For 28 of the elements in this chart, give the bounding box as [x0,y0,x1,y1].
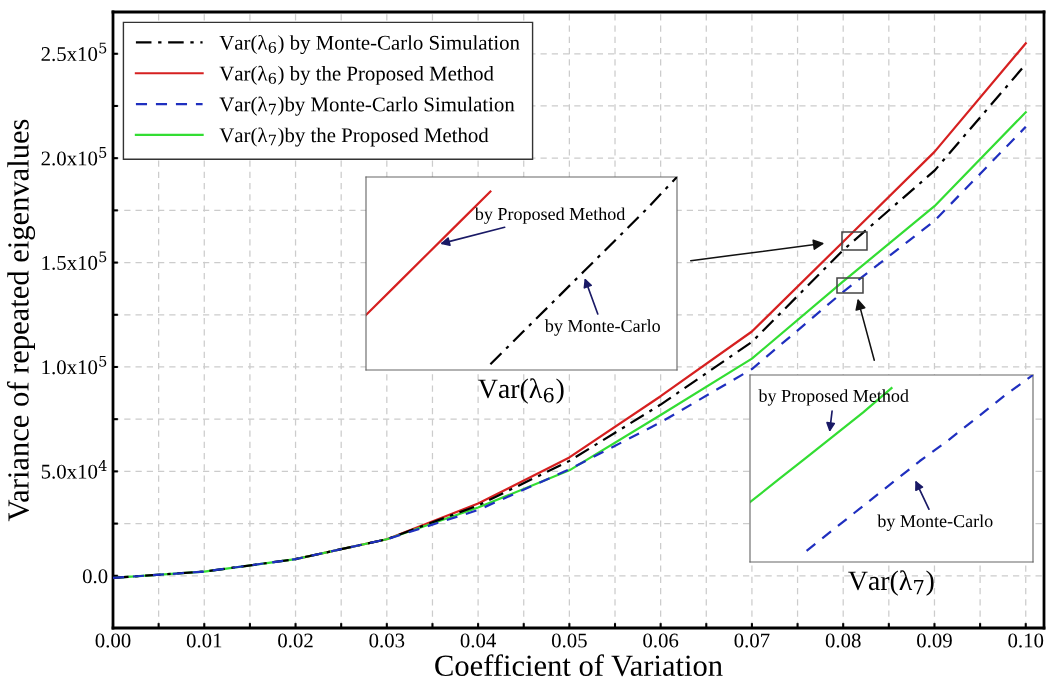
x-tick-label: 0.08 [825,633,861,648]
x-tick-label: 0.01 [186,633,222,648]
y-tick-label: 1.5x10$^{5}$ [42,251,107,270]
annotation: by Monte-Carlo [877,514,993,531]
x-tick-label: 0.04 [460,633,496,648]
x-axis-title: Var(λ$_{6}$) [478,378,564,404]
legend-label: Var(λ$_{7}$)by the Proposed Method [219,127,489,147]
y-tick-label: 5.0x10$^{4}$ [41,460,107,479]
annotation: by Proposed Method [474,207,626,224]
legend-label: Var(λ$_{6}$) by Monte-Carlo Simulation [219,34,520,55]
x-tick-label: 0.00 [95,633,131,648]
y-tick-label: 2.5x10$^{5}$ [41,42,107,62]
x-tick-label: 0.06 [643,633,679,648]
x-tick-label: 0.10 [1008,633,1044,648]
legend-label: Var(λ$_{6}$) by the Proposed Method [219,65,494,85]
y-tick-label: 0.0 [82,569,108,584]
x-axis-title: Var(λ$_{7}$) [848,570,934,596]
x-tick-label: 0.09 [917,633,952,648]
x-tick-label: 0.07 [734,633,770,648]
y-axis-title: Variance of repeated eigenvalues [6,119,36,522]
legend-label: Var(λ$_{7}$)by Monte-Carlo Simulation [219,96,515,116]
x-axis-title: Coefficient of Variation [435,654,723,677]
x-tick-label: 0.03 [369,633,405,648]
x-tick-label: 0.05 [551,633,587,648]
y-tick-label: 1.0x10$^{5}$ [42,355,107,375]
x-tick-label: 0.02 [278,633,313,648]
y-tick-label: 2.0x10$^{5}$ [41,147,107,166]
annotation: by Monte-Carlo [544,319,660,336]
